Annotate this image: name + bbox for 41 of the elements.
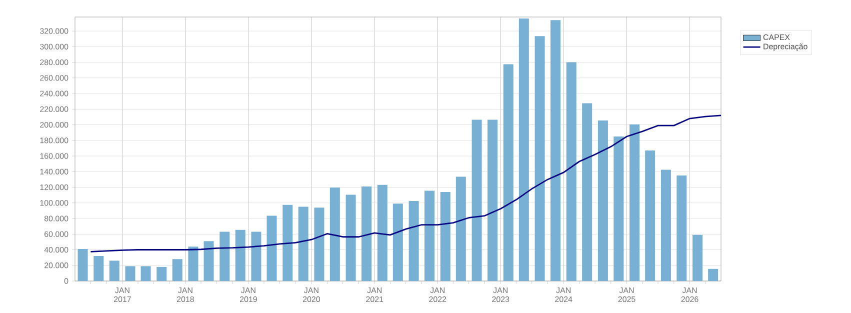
bar [251,232,262,281]
bar [582,103,592,281]
bar [298,206,308,281]
bar [362,186,372,281]
bar [598,120,608,281]
bar [645,150,656,281]
bar [614,136,624,281]
bar [708,268,718,281]
bar [235,230,246,281]
bar [188,246,198,281]
bar [503,64,514,281]
bar [566,62,576,281]
bar [204,241,214,281]
bar [456,176,466,281]
bar [440,192,450,281]
bar [109,260,120,281]
bar [330,188,340,281]
bar [472,120,482,281]
bar [630,124,640,281]
bar [314,208,324,281]
bar [487,120,498,281]
bar [140,266,151,281]
bar [377,184,388,281]
bar [282,204,293,281]
bar [78,248,88,281]
bar [392,204,403,281]
bar [676,176,687,281]
bar [220,232,230,281]
bar [94,256,104,281]
bar [424,190,435,281]
bar [534,36,545,281]
bar [156,266,167,281]
bar [692,234,703,281]
bar [346,194,356,281]
bar [660,170,671,281]
bar [550,20,560,281]
bar [125,266,136,281]
bar [266,216,277,281]
bar [518,18,529,281]
bar [408,200,419,281]
bar [172,259,182,281]
